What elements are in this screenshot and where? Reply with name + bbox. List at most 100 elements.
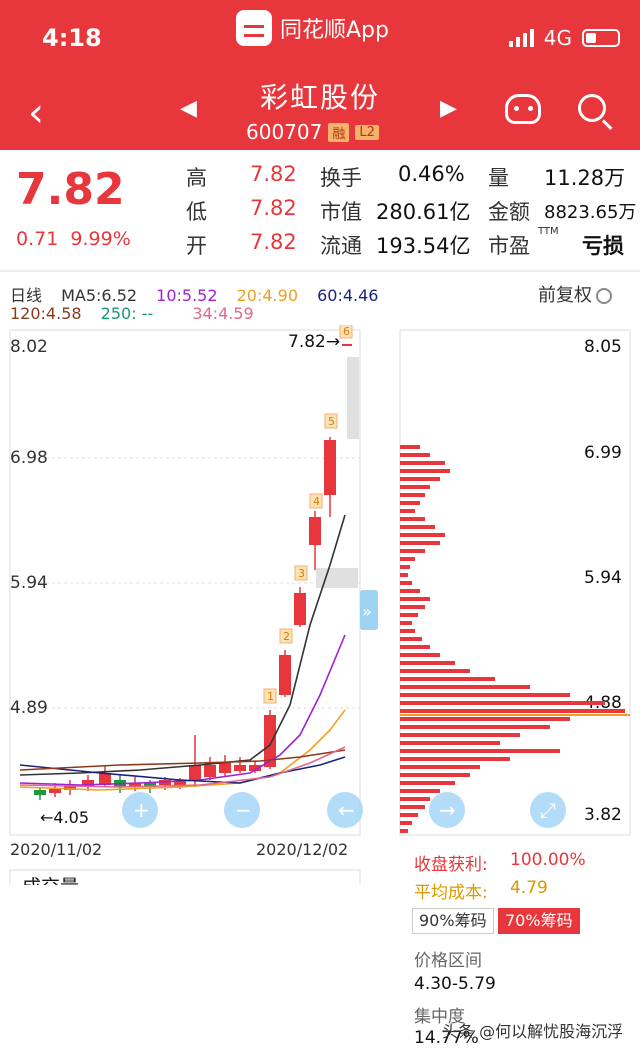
- chip-bar: [400, 661, 455, 665]
- chip-bar: [400, 533, 445, 537]
- zoom-out-icon-glyph: −: [235, 798, 252, 822]
- chip-bar: [400, 461, 445, 465]
- chip-bar: [400, 685, 530, 689]
- stock-name: 彩虹股份: [259, 81, 380, 114]
- prev-stock-icon[interactable]: ◀: [180, 96, 197, 121]
- pe-label: 市盈: [488, 234, 530, 258]
- battery-icon: [582, 29, 620, 47]
- chip-bar: [400, 509, 415, 513]
- date-end: 2020/12/02: [256, 840, 348, 859]
- chip-bar: [400, 773, 470, 777]
- candle-body: [174, 781, 186, 787]
- chip-y-label: 8.05: [584, 337, 622, 357]
- volume-frame: [9, 869, 361, 885]
- chip-bar: [400, 693, 570, 697]
- board-tag-label: 4: [313, 495, 320, 508]
- chip-bar: [400, 701, 605, 705]
- chip-bar: [400, 605, 425, 609]
- change-percent: 9.99%: [70, 228, 131, 250]
- chip-bar: [400, 549, 425, 553]
- date-start: 2020/11/02: [10, 840, 102, 859]
- chip-bar: [400, 757, 510, 761]
- ma20-line: [19, 709, 346, 791]
- board-tag: [309, 493, 323, 509]
- pan-left-icon[interactable]: [327, 792, 363, 828]
- chip-bar: [400, 501, 420, 505]
- chip-expand-icon-glyph: ⤢: [540, 798, 556, 822]
- fuquan-label: 前复权: [538, 285, 592, 306]
- kline-chart[interactable]: 8.02 6.98 5.94 4.89 1 2 3 4 5 67.82→ ←4.05 + − ← » 2020…: [0, 325, 640, 885]
- cost-value: 4.79: [510, 878, 548, 898]
- zoom-in-icon[interactable]: [122, 792, 158, 828]
- app-logo-icon: [236, 10, 272, 46]
- next-stock-icon[interactable]: ▶: [440, 96, 457, 121]
- chip90-button[interactable]: 90%筹码: [412, 908, 494, 934]
- chip-bar: [400, 645, 430, 649]
- ma60-line: [19, 756, 346, 784]
- chip-bar: [400, 789, 440, 793]
- chip-bar: [400, 517, 425, 521]
- divider: [0, 270, 640, 272]
- back-arrow-icon[interactable]: ‹: [28, 90, 44, 136]
- candle-body: [99, 773, 111, 785]
- candle-body: [129, 783, 141, 787]
- ma250-value: 250: --: [100, 304, 154, 323]
- chip-bar: [400, 821, 412, 825]
- range-value: 4.30-5.79: [414, 974, 496, 994]
- chip70-button[interactable]: 70%筹码: [498, 908, 580, 934]
- search-icon[interactable]: [578, 94, 606, 122]
- chip-bar: [400, 485, 430, 489]
- float-label: 流通: [320, 234, 362, 258]
- expand-tab-glyph: »: [362, 602, 372, 621]
- chip-bar: [400, 709, 625, 713]
- chip-bar: [400, 445, 420, 449]
- quote-panel: 7.82 0.71 9.99% 高 7.82 低 7.82 开 7.82 换手 …: [0, 150, 640, 270]
- stock-code: 600707: [246, 120, 323, 144]
- candle-body: [294, 593, 306, 625]
- tag-l2: L2: [355, 124, 379, 140]
- robot-icon[interactable]: [505, 94, 541, 124]
- chip-bar: [400, 469, 450, 473]
- range-label: 价格区间: [414, 951, 482, 971]
- mktcap-label: 市值: [320, 200, 362, 224]
- mktcap-value: 280.61亿: [376, 200, 471, 224]
- chip-bar: [400, 597, 430, 601]
- chip-bar: [400, 629, 415, 633]
- candle-body: [279, 655, 291, 695]
- zoom-out-icon[interactable]: [224, 792, 260, 828]
- chip-forward-icon[interactable]: [429, 792, 465, 828]
- candle-body: [234, 765, 246, 771]
- period-label[interactable]: 日线: [10, 286, 43, 305]
- candle-body: [309, 517, 321, 545]
- candle-body: [82, 780, 94, 787]
- chip-bar: [400, 557, 415, 561]
- candle-body: [219, 763, 231, 773]
- gear-icon[interactable]: [596, 288, 612, 304]
- chip-bar: [400, 677, 495, 681]
- chip-y-label: 3.82: [584, 805, 622, 825]
- profit-value: 100.00%: [510, 850, 586, 870]
- limit-shade: [316, 568, 358, 588]
- chip-bar: [400, 621, 412, 625]
- candle-body: [189, 765, 201, 780]
- chip-bar: [400, 477, 440, 481]
- candle-body: [49, 788, 61, 793]
- concentration-label: 集中度: [414, 1007, 465, 1027]
- board-tag: [294, 565, 308, 581]
- board-tag: [279, 628, 293, 644]
- expand-tab[interactable]: [360, 590, 378, 630]
- volume-label: 量: [488, 166, 509, 190]
- chip-bar: [400, 733, 520, 737]
- chip-expand-icon[interactable]: [530, 792, 566, 828]
- fuquan-toggle[interactable]: 前复权: [538, 281, 612, 307]
- chip-bar: [400, 573, 408, 577]
- amount-value: 8823.65万: [544, 202, 637, 223]
- chip-bar: [400, 613, 418, 617]
- network-type: 4G: [543, 26, 572, 50]
- board-tag-label: 3: [298, 567, 305, 580]
- candle-body: [324, 440, 336, 495]
- chip-bar: [400, 805, 425, 809]
- status-time: 4:18: [42, 24, 102, 52]
- chip-bar: [400, 829, 408, 833]
- tag-rong: 融: [328, 122, 350, 142]
